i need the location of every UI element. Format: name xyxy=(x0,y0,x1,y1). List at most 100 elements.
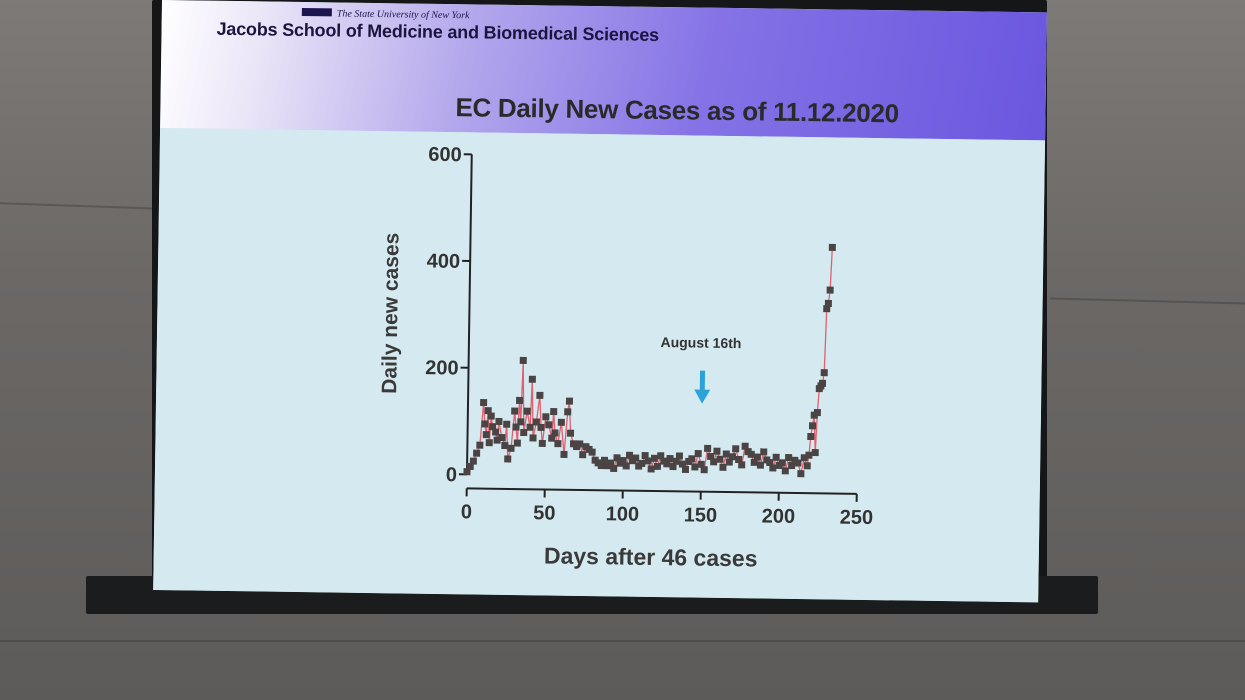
data-point xyxy=(728,453,737,461)
data-point xyxy=(501,442,509,450)
data-point xyxy=(732,445,740,453)
data-point xyxy=(666,454,674,463)
data-point xyxy=(813,409,821,417)
data-point xyxy=(657,452,665,460)
data-point xyxy=(600,456,609,464)
data-point xyxy=(485,439,493,447)
data-point xyxy=(520,428,528,437)
data-point xyxy=(672,457,680,465)
data-point xyxy=(824,299,832,307)
data-point xyxy=(564,408,572,416)
data-point xyxy=(753,453,761,461)
data-point xyxy=(808,422,817,430)
y-axis-line xyxy=(465,154,473,475)
data-point xyxy=(688,455,696,463)
data-point xyxy=(498,433,506,442)
data-point xyxy=(489,423,497,431)
data-point xyxy=(725,458,733,466)
data-point xyxy=(528,375,536,383)
data-point xyxy=(625,451,634,459)
data-point xyxy=(504,455,512,463)
data-point xyxy=(532,418,540,426)
data-point xyxy=(710,458,718,466)
data-point xyxy=(550,408,558,416)
data-point xyxy=(738,461,746,469)
daily-cases-chart: 0 200 400 600 0 50 100 150 200 250 August 16th Da… xyxy=(378,144,874,572)
data-point xyxy=(700,466,708,474)
data-point xyxy=(560,450,568,458)
data-point xyxy=(517,418,525,426)
data-point xyxy=(565,397,574,405)
data-point xyxy=(513,439,521,447)
data-point xyxy=(781,467,789,475)
data-point xyxy=(507,444,515,452)
x-tick-label: 150 xyxy=(684,504,718,526)
data-point xyxy=(778,459,786,467)
data-point xyxy=(463,468,471,476)
y-tick-label: 0 xyxy=(446,464,457,486)
data-point xyxy=(548,434,556,442)
data-point xyxy=(515,396,524,404)
data-point xyxy=(622,462,630,470)
data-point xyxy=(826,286,834,294)
y-tick-label: 600 xyxy=(428,144,462,166)
series-points-group xyxy=(463,243,836,478)
annotation-arrow-shaft xyxy=(699,370,706,391)
data-point xyxy=(823,305,831,313)
x-tick-label: 250 xyxy=(840,507,874,529)
x-tick-label: 100 xyxy=(606,503,640,525)
data-point xyxy=(681,465,690,473)
wall-seam-floor xyxy=(0,640,1245,642)
data-point xyxy=(566,429,575,437)
x-axis-line xyxy=(466,487,857,495)
x-tick-label: 200 xyxy=(762,506,796,528)
data-point xyxy=(803,462,811,470)
data-point xyxy=(526,423,534,431)
data-point xyxy=(545,421,553,429)
data-point xyxy=(607,459,615,467)
data-point xyxy=(576,440,584,448)
data-point xyxy=(551,429,559,437)
data-point xyxy=(529,434,537,442)
data-point xyxy=(469,457,477,465)
x-tick-label: 0 xyxy=(461,501,472,523)
data-point xyxy=(512,423,520,431)
data-point xyxy=(495,417,503,426)
data-point xyxy=(523,407,531,415)
data-point xyxy=(678,460,686,468)
data-point xyxy=(579,451,587,459)
data-point xyxy=(641,451,649,460)
data-point xyxy=(794,459,802,467)
data-point xyxy=(537,423,545,431)
data-point xyxy=(619,457,627,465)
presentation-slide: The State University of New York Jacobs … xyxy=(153,0,1047,603)
data-point xyxy=(785,453,793,462)
data-point xyxy=(511,407,519,415)
data-point xyxy=(482,431,490,439)
data-point xyxy=(719,463,727,471)
data-point xyxy=(610,464,618,472)
data-point xyxy=(811,449,819,457)
data-point xyxy=(713,447,721,455)
data-point xyxy=(722,450,730,458)
data-point xyxy=(473,449,481,457)
data-point xyxy=(557,418,565,426)
annotation-label: August 16th xyxy=(660,334,741,351)
data-point xyxy=(697,460,705,468)
data-point xyxy=(704,444,712,452)
data-point xyxy=(492,428,500,436)
data-point xyxy=(691,463,699,471)
y-tick-label: 200 xyxy=(425,357,459,379)
data-point xyxy=(554,440,562,448)
data-point xyxy=(644,457,652,465)
data-point xyxy=(536,391,544,399)
annotation-arrow-head xyxy=(694,389,711,404)
data-point xyxy=(772,453,780,461)
data-point xyxy=(760,448,768,456)
data-point xyxy=(613,454,621,462)
data-point xyxy=(750,458,758,466)
data-point xyxy=(650,454,658,462)
data-point xyxy=(707,452,715,460)
x-axis-label: Days after 46 cases xyxy=(544,542,758,571)
data-point xyxy=(675,452,683,460)
